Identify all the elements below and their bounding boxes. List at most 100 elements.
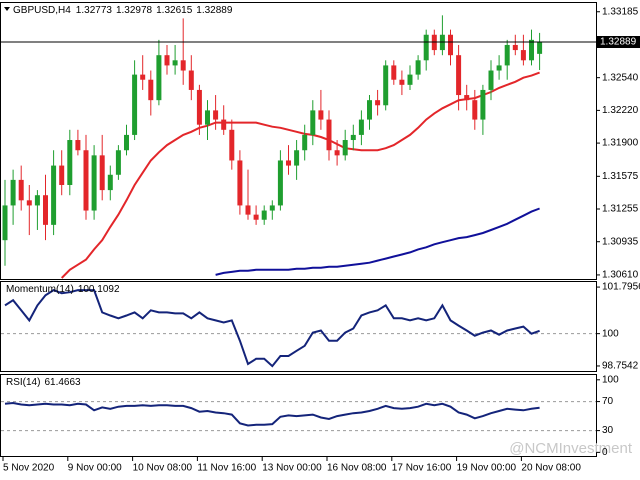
symbol-header: GBPUSD,H4 1.32773 1.32978 1.32615 1.32889 bbox=[13, 5, 233, 16]
candle bbox=[334, 140, 340, 166]
candle bbox=[310, 100, 316, 146]
main-plot bbox=[1, 15, 596, 279]
candle-body bbox=[358, 119, 364, 135]
candle bbox=[383, 60, 389, 111]
x-tick-label: 19 Nov 00:00 bbox=[457, 463, 517, 474]
candle bbox=[156, 39, 162, 106]
candle-body bbox=[148, 79, 154, 101]
x-tick-label: 10 Nov 08:00 bbox=[133, 463, 193, 474]
candle-body bbox=[124, 134, 129, 151]
candle bbox=[253, 205, 259, 225]
y-tick-label: 70 bbox=[602, 396, 614, 407]
candle-body bbox=[156, 55, 162, 101]
candle bbox=[504, 39, 510, 80]
y-tick-label: 101.7956 bbox=[602, 282, 640, 293]
candle-body bbox=[91, 155, 97, 211]
candle-body bbox=[310, 110, 316, 135]
candle bbox=[277, 150, 283, 211]
candle bbox=[26, 184, 32, 236]
candle bbox=[456, 44, 462, 111]
y-tick-label: 1.32220 bbox=[602, 105, 639, 116]
candle-body bbox=[504, 44, 510, 66]
candle bbox=[148, 70, 154, 116]
momentum-panel-frame bbox=[0, 281, 597, 372]
candle bbox=[318, 89, 324, 130]
candle bbox=[512, 34, 518, 56]
candle bbox=[367, 95, 372, 130]
price-box-label: 1.32889 bbox=[600, 37, 637, 48]
indicator-name: RSI(14) bbox=[6, 377, 40, 388]
y-tick-label: 1.30610 bbox=[602, 270, 639, 281]
candle bbox=[269, 200, 275, 220]
x-tick-label: 16 Nov 08:00 bbox=[327, 463, 387, 474]
candle-body bbox=[520, 50, 526, 61]
candle-body bbox=[342, 140, 348, 156]
candle bbox=[51, 150, 57, 236]
y-tick-label: 1.31575 bbox=[602, 171, 639, 182]
candle-body bbox=[172, 60, 178, 66]
candle bbox=[480, 84, 486, 135]
candle-body bbox=[294, 150, 300, 166]
candle bbox=[75, 129, 81, 156]
candle bbox=[375, 89, 381, 116]
candle bbox=[59, 150, 65, 196]
candle bbox=[124, 124, 129, 156]
y-tick-label: 1.31255 bbox=[602, 204, 639, 215]
candle bbox=[221, 105, 227, 135]
y-tick-label: 98.7542 bbox=[602, 361, 639, 372]
candle bbox=[448, 29, 453, 66]
y-tick-label: 100 bbox=[602, 374, 619, 385]
candle bbox=[196, 84, 202, 135]
candle bbox=[529, 29, 534, 66]
candle bbox=[2, 179, 8, 266]
y-tick-label: 100 bbox=[602, 328, 619, 339]
candle bbox=[229, 119, 235, 170]
candle-body bbox=[221, 119, 227, 130]
candle bbox=[326, 110, 332, 161]
candle bbox=[261, 205, 267, 225]
candle-body bbox=[415, 60, 421, 75]
candle-body bbox=[83, 150, 89, 211]
candle-body bbox=[269, 205, 275, 211]
candle-body bbox=[464, 95, 470, 101]
candle-body bbox=[107, 174, 113, 191]
candle bbox=[213, 95, 219, 130]
candle bbox=[245, 169, 251, 220]
close-value: 1.32889 bbox=[196, 5, 233, 16]
candle-body bbox=[180, 60, 186, 71]
y-tick-label: 1.31900 bbox=[602, 138, 639, 149]
candle bbox=[164, 44, 170, 75]
candle bbox=[140, 55, 146, 90]
candle-body bbox=[448, 34, 453, 56]
candle-body bbox=[537, 42, 543, 54]
candle-body bbox=[480, 89, 486, 120]
candle bbox=[10, 169, 16, 225]
candle-body bbox=[472, 100, 478, 120]
candle-body bbox=[423, 34, 429, 61]
x-tick-label: 20 Nov 08:00 bbox=[521, 463, 581, 474]
moving-average-line bbox=[60, 71, 540, 279]
open-value: 1.32773 bbox=[76, 5, 113, 16]
candle-body bbox=[496, 65, 502, 71]
candle bbox=[294, 140, 300, 180]
candle bbox=[43, 174, 48, 241]
candle bbox=[83, 134, 89, 220]
candle-body bbox=[164, 55, 170, 66]
candle-body bbox=[529, 39, 534, 61]
y-tick-label: 30 bbox=[602, 425, 614, 436]
candle bbox=[188, 55, 194, 101]
high-value: 1.32978 bbox=[116, 5, 153, 16]
rsi-plot bbox=[1, 401, 596, 432]
candle bbox=[132, 60, 138, 141]
y-tick-label: 0 bbox=[602, 447, 608, 458]
candle bbox=[464, 84, 470, 111]
candle-body bbox=[51, 165, 57, 225]
y-tick-label: 1.32540 bbox=[602, 72, 639, 83]
candle bbox=[423, 29, 429, 71]
y-tick-label: 1.33185 bbox=[602, 6, 639, 17]
symbol-menu-arrow bbox=[4, 7, 10, 11]
candle-body bbox=[59, 165, 65, 185]
x-tick-label: 13 Nov 00:00 bbox=[262, 463, 322, 474]
candle-body bbox=[67, 140, 73, 185]
